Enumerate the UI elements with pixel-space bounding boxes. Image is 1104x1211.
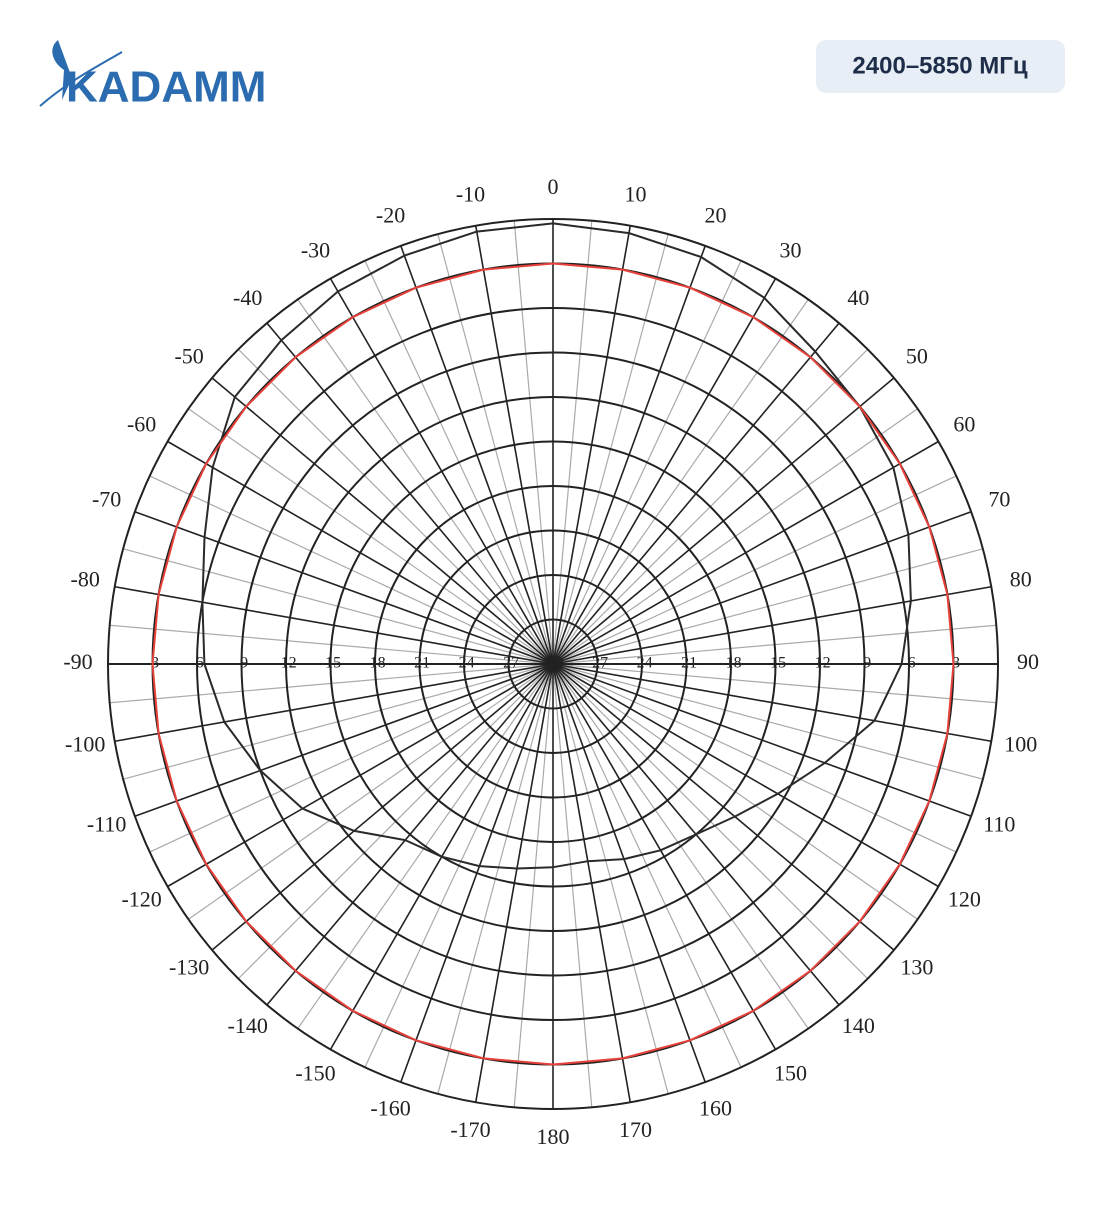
angle-label: -160 <box>370 1095 410 1120</box>
angle-label: 70 <box>988 487 1010 512</box>
logo-text: KADAMM <box>66 63 266 112</box>
ring <box>418 529 688 799</box>
angle-label: 10 <box>624 181 646 206</box>
angle-label: -30 <box>301 238 330 263</box>
pattern-line <box>151 262 955 1066</box>
ring <box>329 440 777 888</box>
angle-label: -20 <box>376 203 405 228</box>
ring <box>507 618 599 710</box>
angle-label: -70 <box>92 487 121 512</box>
angle-label: 120 <box>948 887 981 912</box>
r-tick-label: -9 <box>235 655 248 672</box>
ring <box>285 396 821 932</box>
angle-label: -10 <box>456 181 485 206</box>
r-tick-label: -12 <box>275 655 296 672</box>
angle-label: -140 <box>228 1013 268 1038</box>
angle-label: 60 <box>953 412 975 437</box>
angle-label: 40 <box>847 285 869 310</box>
badge-text: 2400–5850 МГц <box>852 52 1027 79</box>
angle-label: -110 <box>87 812 127 837</box>
r-tick-label: -21 <box>676 655 697 672</box>
logo-swoosh <box>39 51 123 107</box>
r-tick-label: -12 <box>809 655 830 672</box>
r-tick-label: -15 <box>765 655 786 672</box>
angle-label: 130 <box>900 954 933 979</box>
angle-label: -90 <box>63 649 92 674</box>
r-tick-label: -30 <box>542 655 563 672</box>
r-tick-label: -27 <box>498 655 519 672</box>
angle-label: 30 <box>780 238 802 263</box>
angle-label: 140 <box>842 1013 875 1038</box>
badge <box>816 40 1065 93</box>
angle-label: -120 <box>121 887 161 912</box>
angle-label: 20 <box>704 203 726 228</box>
angle-label: 160 <box>699 1095 732 1120</box>
r-tick-label: -6 <box>902 655 915 672</box>
ring <box>374 485 732 843</box>
angle-label: -40 <box>233 285 262 310</box>
angle-label: -50 <box>174 344 203 369</box>
angle-label: -150 <box>295 1060 335 1085</box>
r-tick-label: -21 <box>409 655 430 672</box>
pattern-line <box>201 222 912 870</box>
r-tick-label: -24 <box>631 655 652 672</box>
ring <box>463 574 643 754</box>
angle-label: 0 <box>548 174 559 199</box>
r-tick-label: -27 <box>587 655 608 672</box>
angle-label: 100 <box>1004 732 1037 757</box>
ring <box>196 307 910 1021</box>
angle-label: -170 <box>450 1117 490 1142</box>
angle-label: 110 <box>983 812 1015 837</box>
angle-label: 80 <box>1010 567 1032 592</box>
ring <box>240 351 866 977</box>
angle-label: -100 <box>65 732 105 757</box>
angle-label: 170 <box>619 1117 652 1142</box>
r-tick-label: -18 <box>364 655 385 672</box>
angle-label: 150 <box>774 1060 807 1085</box>
r-tick-label: -6 <box>190 655 203 672</box>
angle-label: -80 <box>71 567 100 592</box>
logo: KADAMM <box>39 40 266 112</box>
angle-label: 90 <box>1017 649 1039 674</box>
r-tick-label: -15 <box>320 655 341 672</box>
r-tick-label: -9 <box>858 655 871 672</box>
angle-label: -60 <box>127 412 156 437</box>
angle-label: 180 <box>537 1124 570 1149</box>
angle-label: -130 <box>169 954 209 979</box>
angle-label: 50 <box>906 344 928 369</box>
r-tick-label: -18 <box>720 655 741 672</box>
r-tick-label: -24 <box>453 655 474 672</box>
